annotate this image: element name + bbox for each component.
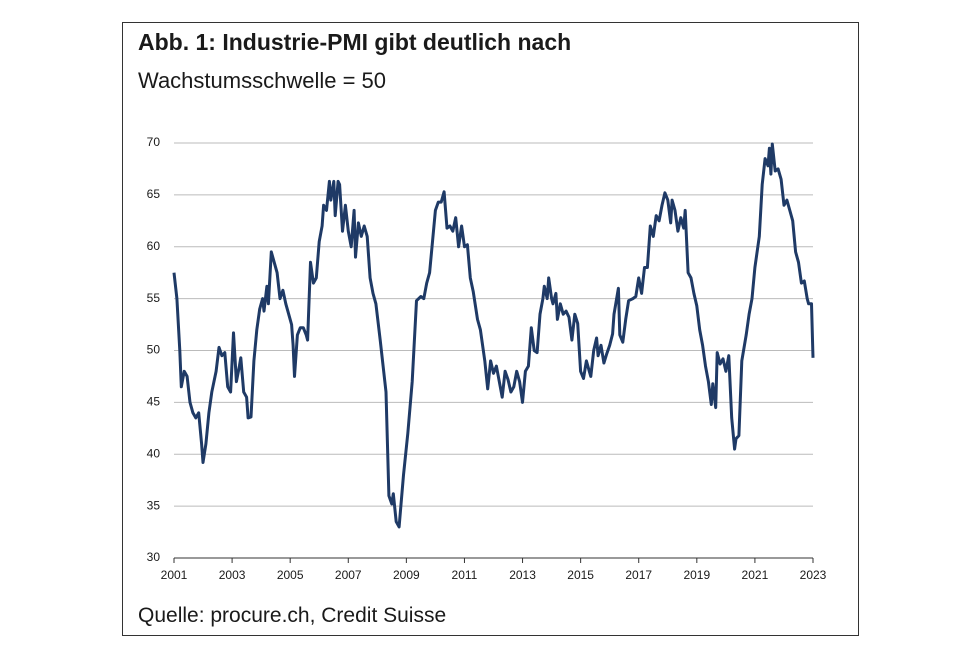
x-tick-label: 2013 bbox=[509, 568, 536, 582]
y-tick-label: 45 bbox=[147, 395, 161, 409]
chart-subtitle: Wachstumsschwelle = 50 bbox=[138, 68, 386, 93]
pmi-line bbox=[172, 142, 815, 529]
y-tick-label: 55 bbox=[147, 291, 161, 305]
x-tick-label: 2009 bbox=[393, 568, 420, 582]
x-tick-label: 2021 bbox=[742, 568, 769, 582]
y-tick-label: 35 bbox=[147, 498, 161, 512]
chart-title: Abb. 1: Industrie-PMI gibt deutlich nach bbox=[138, 29, 571, 55]
x-tick-label: 2015 bbox=[567, 568, 594, 582]
y-tick-label: 40 bbox=[147, 446, 161, 460]
source: Quelle: procure.ch, Credit Suisse bbox=[138, 604, 446, 627]
y-tick-label: 70 bbox=[147, 135, 161, 149]
y-tick-label: 50 bbox=[147, 343, 161, 357]
y-tick-label: 60 bbox=[147, 239, 161, 253]
x-tick-label: 2003 bbox=[219, 568, 246, 582]
x-tick-label: 2007 bbox=[335, 568, 362, 582]
frame bbox=[122, 22, 859, 636]
x-tick-label: 2019 bbox=[683, 568, 710, 582]
y-tick-label: 30 bbox=[147, 550, 161, 564]
y-tick-label: 65 bbox=[147, 187, 161, 201]
x-tick-label: 2005 bbox=[277, 568, 304, 582]
x-tick-label: 2001 bbox=[161, 568, 188, 582]
x-tick-label: 2017 bbox=[625, 568, 652, 582]
x-tick-label: 2023 bbox=[800, 568, 827, 582]
x-tick-label: 2011 bbox=[452, 568, 478, 582]
